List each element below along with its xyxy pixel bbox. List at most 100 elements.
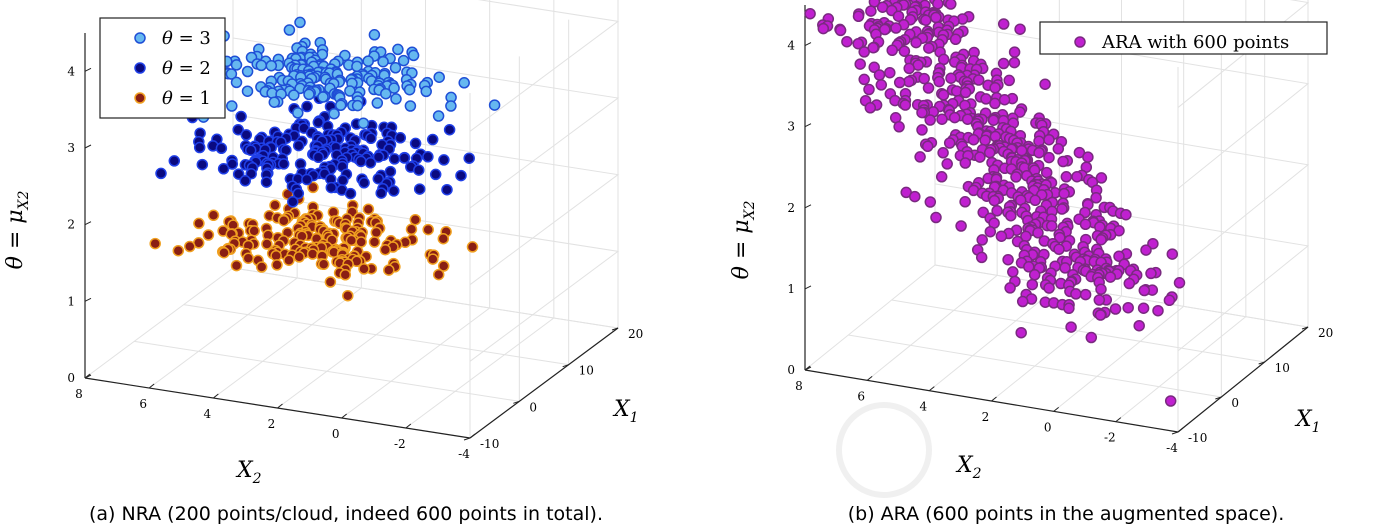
x2-tick-label: 6 bbox=[857, 389, 865, 403]
z-axis-label: θ = μX2 bbox=[3, 190, 32, 269]
data-point bbox=[1090, 192, 1102, 204]
data-point bbox=[983, 146, 996, 159]
data-point bbox=[959, 157, 972, 169]
z-tick-label: 4 bbox=[787, 39, 795, 53]
data-point bbox=[255, 261, 268, 273]
data-point bbox=[413, 164, 425, 176]
data-point bbox=[930, 211, 942, 224]
data-point bbox=[967, 133, 980, 146]
data-point bbox=[1016, 295, 1029, 308]
z-tick-label: 3 bbox=[67, 141, 75, 155]
data-point bbox=[898, 45, 911, 57]
data-point bbox=[1065, 321, 1077, 333]
data-point bbox=[413, 183, 426, 195]
x2-tick bbox=[341, 413, 347, 419]
data-point bbox=[841, 35, 853, 48]
data-point bbox=[995, 230, 1008, 242]
x1-tick bbox=[1301, 326, 1309, 330]
z-tick-label: 1 bbox=[67, 294, 75, 308]
data-point bbox=[261, 238, 273, 250]
data-point bbox=[432, 268, 445, 281]
x1-tick-label: 10 bbox=[579, 364, 594, 378]
data-point bbox=[372, 151, 385, 163]
data-point bbox=[371, 97, 384, 109]
data-point bbox=[149, 237, 161, 250]
data-point bbox=[383, 264, 395, 276]
data-point bbox=[1058, 187, 1070, 200]
data-point bbox=[193, 141, 206, 154]
data-point bbox=[217, 163, 230, 175]
data-point bbox=[364, 157, 377, 169]
x2-tick-label: -4 bbox=[1166, 441, 1178, 455]
data-point bbox=[404, 100, 417, 112]
data-point bbox=[935, 171, 948, 183]
data-point bbox=[937, 147, 949, 159]
data-point bbox=[910, 36, 922, 49]
data-point bbox=[1095, 172, 1108, 184]
data-point bbox=[1133, 319, 1145, 332]
watermark-circle bbox=[836, 402, 932, 498]
data-point bbox=[368, 236, 381, 248]
data-point bbox=[441, 183, 453, 196]
data-point bbox=[301, 100, 313, 113]
z-tick-label: 3 bbox=[787, 120, 795, 134]
data-point bbox=[893, 76, 906, 89]
x2-tick-label: 8 bbox=[75, 387, 83, 401]
x2-tick bbox=[148, 383, 155, 389]
data-point bbox=[893, 121, 905, 133]
data-point bbox=[168, 155, 181, 167]
data-point bbox=[370, 226, 383, 239]
data-point bbox=[1033, 146, 1045, 159]
data-point bbox=[277, 158, 290, 170]
z-tick bbox=[804, 123, 812, 128]
data-point bbox=[458, 77, 470, 89]
grid-line bbox=[1115, 0, 1247, 423]
z-tick bbox=[84, 144, 92, 149]
data-point bbox=[287, 196, 299, 208]
z-tick bbox=[804, 204, 812, 209]
data-point bbox=[301, 173, 313, 186]
x2-tick bbox=[1053, 406, 1059, 412]
legend-box bbox=[99, 17, 226, 119]
x2-tick-label: 2 bbox=[982, 410, 990, 424]
data-point bbox=[903, 62, 915, 75]
grid-line bbox=[1053, 0, 1185, 412]
x1-tick bbox=[463, 437, 471, 441]
data-point bbox=[886, 44, 898, 57]
data-point bbox=[1152, 304, 1164, 317]
grid-line bbox=[469, 0, 619, 439]
data-point bbox=[397, 54, 410, 67]
grid-lines bbox=[804, 0, 1310, 433]
data-point bbox=[980, 93, 992, 105]
data-point bbox=[437, 232, 450, 245]
data-point bbox=[916, 106, 928, 119]
data-point bbox=[271, 259, 283, 271]
data-point bbox=[427, 253, 439, 265]
data-point bbox=[1005, 209, 1017, 222]
legend: θ = 3 θ = 2 θ = 1 bbox=[99, 17, 226, 119]
x1-tick-label: -10 bbox=[1188, 431, 1207, 445]
data-point bbox=[202, 229, 215, 241]
x1-axis-line bbox=[1177, 326, 1309, 433]
data-point bbox=[1039, 78, 1051, 90]
data-point bbox=[433, 71, 445, 83]
data-point bbox=[392, 43, 404, 56]
data-point bbox=[1145, 267, 1157, 280]
data-point bbox=[961, 113, 974, 125]
data-point bbox=[1137, 302, 1150, 314]
data-point bbox=[1140, 244, 1152, 256]
data-point bbox=[328, 107, 340, 120]
data-point bbox=[922, 82, 935, 94]
data-point bbox=[852, 37, 864, 50]
data-point bbox=[1029, 194, 1041, 207]
z-tick-label: 0 bbox=[67, 371, 75, 385]
z-tick bbox=[84, 221, 92, 226]
data-point bbox=[1059, 262, 1071, 274]
data-point bbox=[230, 59, 243, 71]
x1-axis-line bbox=[469, 327, 619, 439]
z-tick bbox=[804, 42, 812, 47]
data-point bbox=[388, 153, 401, 165]
data-point bbox=[405, 223, 418, 236]
data-point bbox=[1095, 233, 1107, 246]
